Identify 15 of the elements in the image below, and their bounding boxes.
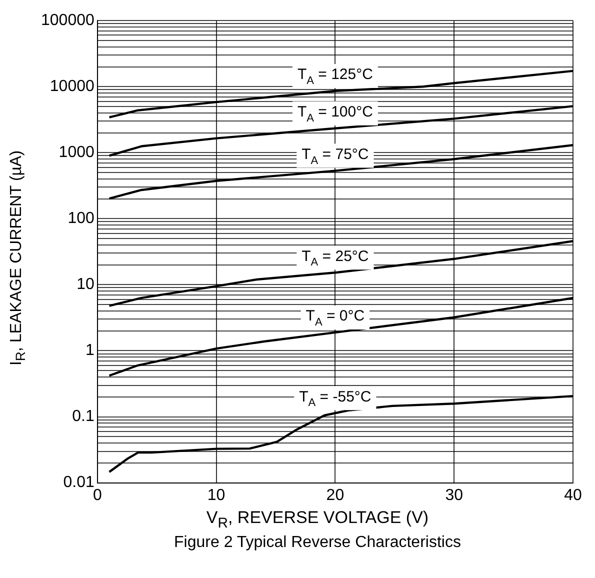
x-tick-label: 30 xyxy=(445,486,464,504)
y-tick-label: 10000 xyxy=(50,78,94,96)
x-tick-label: 10 xyxy=(207,486,226,504)
x-tick-label: 40 xyxy=(564,486,582,504)
y-tick-label: 10 xyxy=(76,276,94,294)
x-tick-label: 0 xyxy=(92,486,102,504)
x-axis-title: V$_{R}$, REVERSE VOLTAGE (V) xyxy=(205,508,430,532)
y-tick-label: 1000 xyxy=(58,144,94,162)
y-tick-label: 100000 xyxy=(41,12,94,30)
x-tick-label: 20 xyxy=(326,486,344,504)
y-tick-label: 0.1 xyxy=(72,408,94,426)
y-tick-label: 100 xyxy=(68,210,94,228)
caption: Figure 2 Typical Reverse Characteristics xyxy=(173,534,462,552)
y-tick-label: 0.01 xyxy=(63,474,94,492)
y-tick-label: 1 xyxy=(85,342,94,360)
